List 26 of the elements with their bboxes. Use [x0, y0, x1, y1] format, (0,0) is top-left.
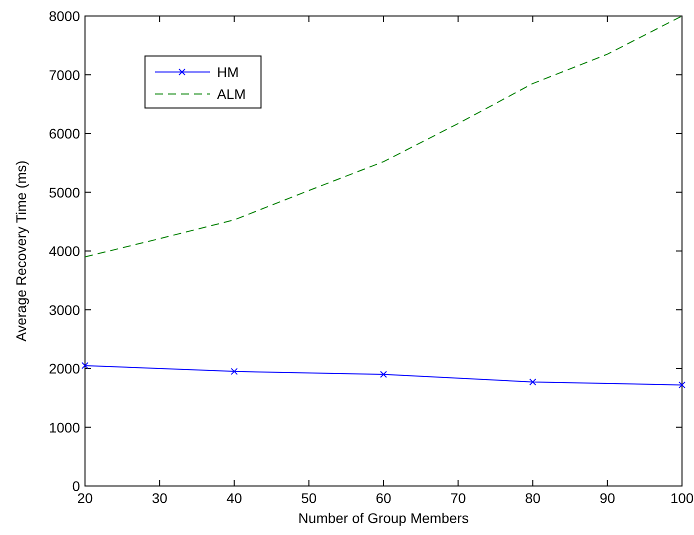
y-tick-label: 4000: [48, 243, 80, 259]
x-tick-label: 40: [226, 490, 242, 506]
point: [82, 362, 88, 370]
x-tick-label: 50: [301, 490, 317, 506]
y-tick-label: 3000: [48, 302, 80, 318]
y-axis-title: Average Recovery Time (ms): [13, 160, 29, 342]
point: [678, 381, 686, 388]
x-tick-label: 80: [524, 490, 541, 506]
point: [380, 370, 387, 378]
point: [529, 378, 536, 386]
line-series: [84, 16, 682, 258]
point: [230, 368, 238, 375]
x-tick-label: 60: [376, 490, 392, 506]
y-tick-label: 7000: [48, 66, 80, 83]
x-axis-title: Number of Group Members: [298, 510, 469, 526]
y-tick-label: 2000: [48, 360, 80, 376]
x-tick-label: 30: [152, 490, 168, 506]
x-tick-label: 90: [600, 490, 616, 506]
legend-label: ALM: [217, 86, 246, 102]
y-tick-label: 1000: [48, 419, 80, 436]
y-tick-label: 5000: [48, 184, 80, 200]
x-tick-label: 70: [450, 490, 466, 506]
x-tick-label: 100: [670, 490, 694, 506]
y-tick-label: 8000: [48, 8, 80, 24]
legend-label: HM: [217, 64, 239, 80]
y-tick-label: 6000: [48, 126, 80, 142]
